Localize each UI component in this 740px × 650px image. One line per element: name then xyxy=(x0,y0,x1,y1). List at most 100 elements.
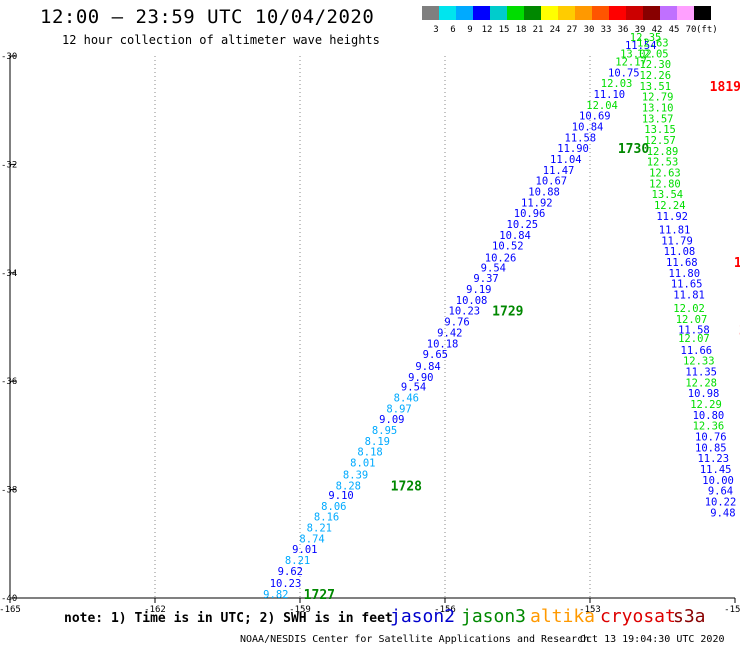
wave-height-value: 8.16 xyxy=(314,512,339,524)
wave-height-value: 10.88 xyxy=(528,187,560,199)
x-tick-label: -162 xyxy=(144,605,166,615)
scale-label: 15 xyxy=(499,25,510,35)
pass-time-label: 1817 xyxy=(739,324,740,339)
wave-height-value: 9.64 xyxy=(708,486,733,498)
scale-swatch xyxy=(541,6,558,20)
wave-height-value: 9.62 xyxy=(278,566,303,578)
wave-height-value: 11.54 xyxy=(625,40,657,52)
wave-height-value: 10.98 xyxy=(688,388,720,400)
pass-time-label: 1730 xyxy=(618,142,649,157)
scale-label: 21 xyxy=(533,25,544,35)
wave-height-value: 12.07 xyxy=(676,314,708,326)
wave-height-color-scale: 3 6 9 12 15 18 21 24 27 30 33 36 39 42 45 70 (ft) xyxy=(422,6,718,35)
scale-label: 3 xyxy=(433,25,438,35)
scale-swatch xyxy=(575,6,592,20)
wave-height-value: 12.24 xyxy=(654,200,686,212)
wave-height-value: 11.58 xyxy=(678,325,710,337)
wave-height-value: 8.28 xyxy=(336,480,361,492)
scale-label: 6 xyxy=(450,25,455,35)
wave-height-value: 8.39 xyxy=(343,469,368,481)
wave-height-value: 8.06 xyxy=(321,501,346,513)
wave-height-value: 11.92 xyxy=(656,211,688,223)
wave-height-value: 12.35 xyxy=(630,32,662,44)
wave-height-value: 9.37 xyxy=(473,273,498,285)
wave-height-value: 12.28 xyxy=(685,377,717,389)
wave-height-value: 10.75 xyxy=(608,67,640,79)
wave-height-value: 11.04 xyxy=(550,154,582,166)
wave-height-value: 10.69 xyxy=(579,111,611,123)
wave-height-value: 10.84 xyxy=(572,121,604,133)
wave-height-value: 9.82 xyxy=(263,589,288,601)
wave-height-value: 12.05 xyxy=(637,48,669,60)
wave-height-value: 12.17 xyxy=(615,56,647,68)
chart-subtitle: 12 hour collection of altimeter wave hei… xyxy=(62,33,380,47)
wave-height-value: 13.54 xyxy=(652,189,684,201)
scale-swatch xyxy=(473,6,490,20)
wave-height-value: 13.02 xyxy=(620,48,652,60)
wave-height-value: 11.81 xyxy=(659,224,691,236)
wave-height-value: 10.23 xyxy=(270,578,302,590)
x-tick-label: -153 xyxy=(579,605,601,615)
scale-label: 27 xyxy=(567,25,578,35)
wave-height-value: 8.18 xyxy=(357,447,382,459)
scale-swatch xyxy=(422,6,439,20)
wave-height-value: 11.08 xyxy=(664,246,696,258)
wave-height-value: 12.63 xyxy=(649,168,681,180)
x-tick-label: -159 xyxy=(289,605,311,615)
wave-height-value: 11.47 xyxy=(543,165,575,177)
legend-cryosat: cryosat xyxy=(600,606,676,627)
generated-timestamp: Oct 13 19:04:30 UTC 2020 xyxy=(580,634,725,645)
scale-label: 9 xyxy=(467,25,472,35)
wave-height-value: 11.66 xyxy=(681,345,713,357)
wave-height-value: 9.54 xyxy=(401,382,426,394)
wave-height-value: 11.90 xyxy=(557,143,589,155)
wave-height-value: 11.92 xyxy=(521,197,553,209)
wave-height-value: 8.74 xyxy=(299,533,324,545)
wave-height-value: 11.68 xyxy=(666,257,698,269)
wave-height-value: 11.80 xyxy=(668,268,700,280)
footer-note: note: 1) Time is in UTC; 2) SWH is in fe… xyxy=(64,611,393,626)
x-tick-label: -156 xyxy=(434,605,456,615)
scale-label: 30 xyxy=(584,25,595,35)
scale-label: 33 xyxy=(601,25,612,35)
pass-time-label: 1729 xyxy=(492,305,523,320)
wave-height-value: 12.29 xyxy=(690,399,722,411)
wave-height-value: 11.23 xyxy=(697,453,729,465)
wave-height-value: 10.25 xyxy=(507,219,539,231)
wave-height-value: 9.10 xyxy=(328,490,353,502)
scale-label: 24 xyxy=(550,25,561,35)
wave-height-value: 10.18 xyxy=(427,338,459,350)
wave-height-value: 12.26 xyxy=(639,70,671,82)
wave-height-value: 11.35 xyxy=(685,366,717,378)
wave-height-value: 10.85 xyxy=(695,442,727,454)
wave-height-value: 12.03 xyxy=(601,78,633,90)
pass-time-label: 1727 xyxy=(304,588,335,603)
scale-label: 36 xyxy=(618,25,629,35)
wave-height-value: 12.89 xyxy=(647,146,679,158)
wave-height-value: 12.80 xyxy=(649,178,681,190)
wave-height-value: 10.84 xyxy=(499,230,531,242)
wave-height-value: 12.30 xyxy=(639,59,671,71)
wave-height-value: 10.22 xyxy=(705,497,737,509)
scale-swatch xyxy=(660,6,677,20)
wave-height-value: 8.19 xyxy=(365,436,390,448)
scale-swatch xyxy=(694,6,711,20)
scale-swatch xyxy=(490,6,507,20)
wave-height-value: 10.00 xyxy=(702,475,734,487)
legend-s3a: s3a xyxy=(673,606,706,627)
y-tick-label: -30 xyxy=(1,52,17,62)
wave-height-value: 10.67 xyxy=(536,176,568,188)
wave-height-value: 9.42 xyxy=(437,327,462,339)
wave-height-value: 12.36 xyxy=(693,421,725,433)
scale-swatch xyxy=(558,6,575,20)
wave-height-value: 10.76 xyxy=(695,431,727,443)
scale-label: 45 xyxy=(669,25,680,35)
scale-swatch xyxy=(609,6,626,20)
pass-time-label: 1728 xyxy=(391,479,422,494)
scale-swatch xyxy=(592,6,609,20)
x-tick-label: -165 xyxy=(0,605,21,615)
wave-height-value: 8.46 xyxy=(394,392,419,404)
wave-height-value: 11.58 xyxy=(565,132,597,144)
wave-height-value: 11.45 xyxy=(700,464,732,476)
wave-height-value: 13.57 xyxy=(642,113,674,125)
